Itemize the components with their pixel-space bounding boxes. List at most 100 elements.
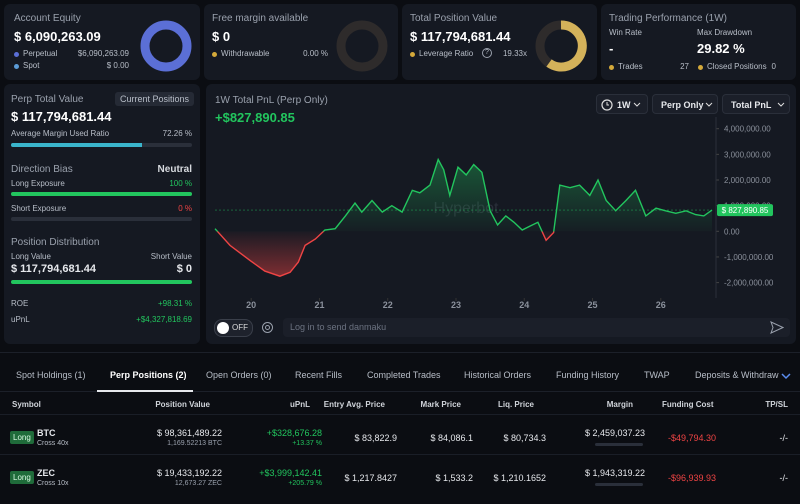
toggle-knob <box>217 322 229 334</box>
area <box>215 159 712 277</box>
y-tick-label: 0.00 <box>724 227 740 236</box>
column-header[interactable]: TP/SL <box>765 400 788 409</box>
chart-panel <box>206 84 796 344</box>
stat-label: Win Rate <box>609 28 642 37</box>
donut <box>336 20 388 72</box>
chart-title: 1W Total PnL (Perp Only) <box>215 95 328 106</box>
row-value: $ 0.00 <box>106 61 129 70</box>
y-tick-label: 4,000,000.00 <box>724 125 771 134</box>
label: Short Exposure <box>11 204 67 213</box>
y-tick-label: 3,000,000.00 <box>724 150 771 159</box>
cell: $ 80,734.3 <box>503 433 546 443</box>
distribution-bar <box>11 280 192 284</box>
cell: +$3,999,142.41 <box>259 468 322 478</box>
x-tick-label: 20 <box>246 300 256 310</box>
y-tick-label: -2,000,000.00 <box>724 279 774 288</box>
card-title: Free margin available <box>212 13 309 24</box>
cell: -/- <box>779 473 789 483</box>
donut <box>535 20 587 72</box>
tab[interactable]: Spot Holdings (1) <box>16 370 86 380</box>
margin-mode: Cross 10x <box>37 480 69 487</box>
help-icon[interactable]: ? <box>482 48 492 58</box>
column-header[interactable]: Liq. Price <box>497 400 534 409</box>
column-header[interactable]: uPnL <box>290 400 310 409</box>
settings-icon[interactable] <box>261 321 274 334</box>
cell: $ 1,533.2 <box>435 473 473 483</box>
panel-value: $ 117,794,681.44 <box>11 109 112 124</box>
current-value-label: $ 827,890.85 <box>722 206 769 215</box>
row-label: Closed Positions <box>707 62 767 71</box>
row-value: 0 <box>771 62 776 71</box>
row-label: Perpetual <box>23 49 58 58</box>
tabs-more[interactable] <box>780 371 792 381</box>
current-value-tag <box>717 204 773 217</box>
x-tick-label: 21 <box>314 300 324 310</box>
cell: -$96,939.93 <box>667 473 716 483</box>
label: Average Margin Used Ratio <box>11 129 110 138</box>
y-tick-label: -1,000,000.00 <box>724 253 774 262</box>
side-badge: Long <box>10 471 34 484</box>
column-header[interactable]: Entry Avg. Price <box>323 400 385 409</box>
send-icon[interactable] <box>770 321 784 334</box>
column-header[interactable]: Mark Price <box>420 400 461 409</box>
cell: +205.79 % <box>288 480 322 487</box>
card: Account Equity $ 6,090,263.09 Perpetual … <box>4 4 200 80</box>
cell: +$328,676.28 <box>266 428 322 438</box>
tab[interactable]: Perp Positions (2) <box>110 370 187 380</box>
margin-bar <box>595 483 643 486</box>
card-value: $ 6,090,263.09 <box>14 29 101 44</box>
tab[interactable]: Deposits & Withdraw <box>695 370 779 380</box>
donut <box>140 20 192 72</box>
tab[interactable]: Recent Fills <box>295 370 343 380</box>
symbol: BTC <box>37 428 56 438</box>
tab[interactable]: Historical Orders <box>464 370 532 380</box>
cell: 1,169.52213 BTC <box>167 440 222 447</box>
tab[interactable]: Completed Trades <box>367 370 441 380</box>
row-value: 0.00 % <box>303 49 328 58</box>
tab-underline <box>97 390 193 392</box>
margin-mode: Cross 40x <box>37 440 69 447</box>
value: 0 % <box>178 204 192 213</box>
card-title: Account Equity <box>14 13 81 24</box>
x-tick-label: 26 <box>656 300 666 310</box>
legend-dot <box>410 52 415 57</box>
card: Trading Performance (1W) Win Rate - Max … <box>601 4 796 80</box>
tab[interactable]: Funding History <box>556 370 620 380</box>
row-label: Spot <box>23 61 40 70</box>
symbol: ZEC <box>37 468 55 478</box>
stat-value: - <box>609 41 614 56</box>
value: +$4,327,818.69 <box>136 315 192 324</box>
value: +98.31 % <box>157 299 192 308</box>
column-header[interactable]: Margin <box>606 400 633 409</box>
badge[interactable]: Current Positions <box>114 92 194 106</box>
perp-panel: Perp Total Value Current Positions $ 117… <box>4 84 200 344</box>
tab[interactable]: Open Orders (0) <box>206 370 272 380</box>
column-header[interactable]: Symbol <box>12 400 41 409</box>
divider <box>0 391 800 392</box>
value: $ 0 <box>176 263 192 275</box>
pnl-line <box>214 157 713 277</box>
dropdown[interactable]: Perp Only <box>652 94 718 114</box>
toggle-label: OFF <box>232 323 248 332</box>
cell: $ 1,217.8427 <box>344 473 397 483</box>
danmaku-input[interactable]: Log in to send danmaku <box>283 318 790 337</box>
card-title: Total Position Value <box>410 13 498 24</box>
progress-fill <box>11 192 192 196</box>
value: 72.26 % <box>162 129 192 138</box>
divider <box>0 352 800 353</box>
value: 100 % <box>169 179 192 188</box>
side-badge: Long <box>10 431 34 444</box>
progress-track <box>11 217 192 221</box>
toggle[interactable]: OFF <box>214 319 253 337</box>
label: ROE <box>11 299 29 308</box>
column-header[interactable]: Funding Cost <box>662 400 714 409</box>
cell: -/- <box>779 433 789 443</box>
row-value: 27 <box>680 62 689 71</box>
cell: $ 83,822.9 <box>354 433 397 443</box>
column-header[interactable]: Position Value <box>155 400 210 409</box>
dropdown[interactable]: Total PnL <box>722 94 790 114</box>
row-divider <box>0 454 800 455</box>
row-value: 19.33x <box>502 49 527 58</box>
card-value: $ 0 <box>212 29 231 44</box>
tab[interactable]: TWAP <box>644 370 670 380</box>
